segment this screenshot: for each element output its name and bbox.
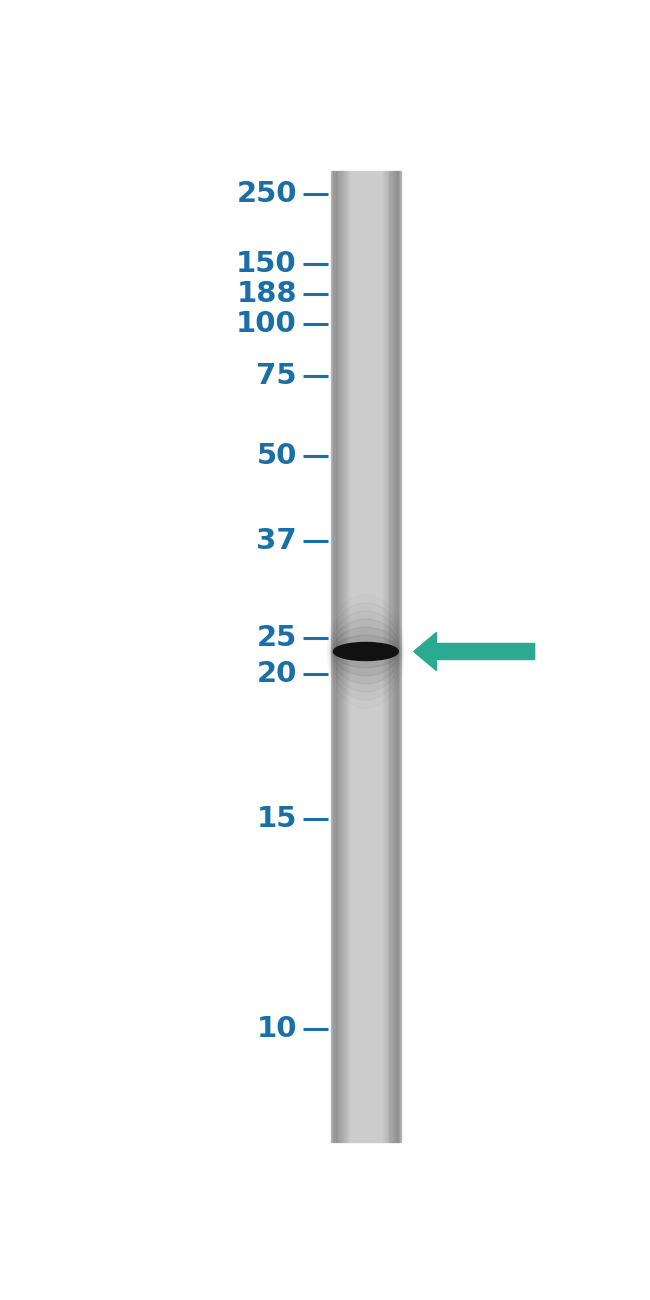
Bar — [389, 172, 393, 1141]
Bar — [397, 172, 400, 1141]
Text: 20: 20 — [257, 659, 297, 688]
Bar — [383, 172, 385, 1141]
Text: 25: 25 — [257, 624, 297, 653]
Bar — [341, 172, 343, 1141]
Bar — [396, 172, 399, 1141]
Bar — [343, 172, 346, 1141]
Bar — [332, 172, 334, 1141]
Text: 150: 150 — [236, 250, 297, 278]
Bar — [382, 172, 385, 1141]
Bar — [345, 172, 348, 1141]
Bar — [343, 172, 345, 1141]
Text: 188: 188 — [237, 280, 297, 308]
Bar — [393, 172, 396, 1141]
Text: 50: 50 — [257, 442, 297, 471]
Bar — [335, 172, 337, 1141]
Bar — [387, 172, 391, 1141]
Bar — [391, 172, 393, 1141]
Text: 15: 15 — [257, 805, 297, 833]
Text: 100: 100 — [236, 311, 297, 338]
Ellipse shape — [333, 642, 398, 660]
Bar — [387, 172, 389, 1141]
Ellipse shape — [333, 636, 398, 668]
Bar — [339, 172, 343, 1141]
Bar — [335, 172, 338, 1141]
Bar — [333, 172, 336, 1141]
Bar — [395, 172, 397, 1141]
Bar — [346, 172, 349, 1141]
Bar — [331, 172, 333, 1141]
Bar — [339, 172, 341, 1141]
Bar — [398, 172, 401, 1141]
Bar — [331, 172, 401, 1141]
Bar — [337, 172, 341, 1141]
Bar — [393, 172, 395, 1141]
Text: 10: 10 — [256, 1015, 297, 1043]
Bar — [395, 172, 398, 1141]
Bar — [391, 172, 395, 1141]
Bar — [337, 172, 339, 1141]
Text: 75: 75 — [256, 363, 297, 390]
Text: 37: 37 — [256, 528, 297, 555]
Bar — [347, 172, 350, 1141]
Bar — [333, 172, 335, 1141]
Bar — [384, 172, 387, 1141]
FancyArrow shape — [414, 633, 534, 671]
Ellipse shape — [332, 627, 400, 676]
Bar — [385, 172, 389, 1141]
Bar — [344, 172, 347, 1141]
Bar — [341, 172, 344, 1141]
Text: 250: 250 — [237, 179, 297, 208]
Bar — [385, 172, 387, 1141]
Bar — [389, 172, 391, 1141]
